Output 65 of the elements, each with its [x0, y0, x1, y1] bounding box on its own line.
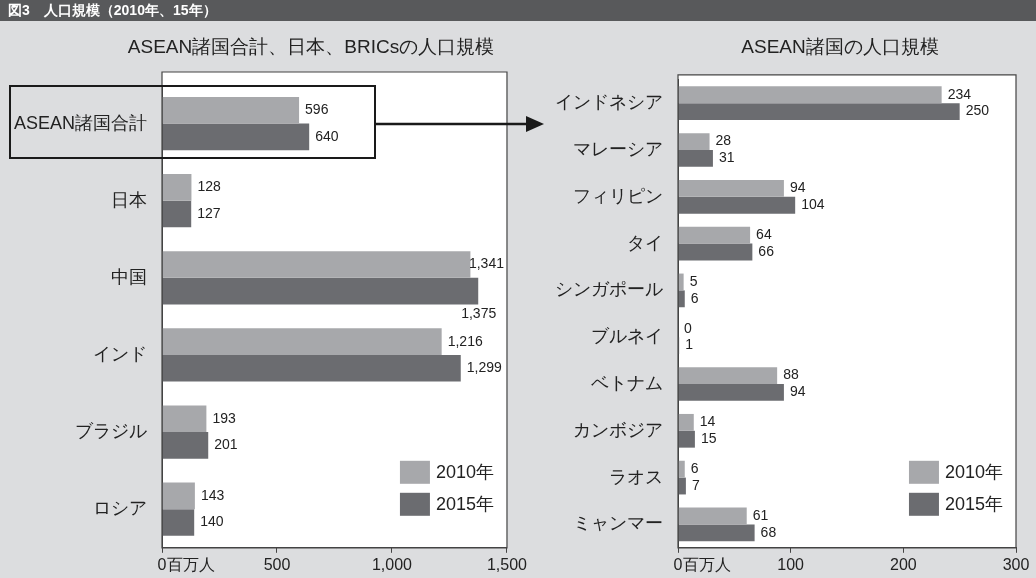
x-tick-label: 300 [1002, 555, 1030, 573]
y-tick-label: ブルネイ [591, 326, 663, 347]
data-label: 68 [760, 523, 777, 540]
x-axis-title: 百万人 [683, 555, 732, 573]
y-tick-label: 日本 [111, 189, 147, 210]
x-axis-title: 百万人 [167, 555, 216, 573]
legend-label: 2015年 [435, 494, 494, 515]
x-tick-label: 0 [157, 555, 167, 573]
chart-title: ASEAN諸国の人口規模 [741, 35, 939, 59]
y-tick-label: 中国 [111, 266, 147, 287]
data-label: 234 [947, 85, 972, 102]
data-label: 104 [801, 196, 825, 213]
y-tick-label: ベトナム [591, 372, 663, 393]
data-label: 250 [965, 102, 990, 119]
data-label: 640 [315, 127, 339, 144]
chart-title: ASEAN諸国合計、日本、BRICsの人口規模 [127, 35, 495, 59]
data-label: 596 [305, 101, 329, 118]
data-label: 128 [197, 178, 222, 195]
y-tick-label: ブラジル [75, 421, 147, 442]
y-tick-label: ラオス [609, 466, 663, 487]
y-tick-label: フィリピン [573, 185, 663, 206]
y-tick-label: マレーシア [573, 138, 663, 159]
data-label: 6 [690, 289, 699, 306]
data-label: 1,375 [461, 305, 497, 322]
data-label: 64 [756, 226, 772, 243]
data-label: 6 [690, 460, 699, 477]
data-label: 31 [718, 149, 735, 166]
data-label: 1,341 [468, 255, 505, 272]
x-tick-label: 100 [777, 555, 805, 573]
data-label: 15 [700, 430, 717, 447]
y-tick-label: ロシア [93, 498, 147, 519]
data-label: 61 [752, 506, 769, 523]
data-label: 140 [200, 513, 224, 530]
data-label: 1,216 [447, 332, 483, 349]
data-label: 143 [200, 486, 225, 503]
data-label: 94 [789, 179, 806, 196]
legend-label: 2010年 [944, 462, 1003, 483]
data-label: 127 [197, 204, 221, 221]
data-label: 94 [789, 383, 806, 400]
data-label: 28 [715, 132, 732, 149]
y-tick-label: シンガポール [555, 279, 663, 300]
data-label: 193 [212, 409, 236, 426]
data-label: 0 [684, 319, 692, 336]
x-tick-label: 1,500 [486, 555, 528, 573]
caption: 図3 人口規模（2010年、15年） [0, 0, 1036, 21]
legend-label: 2010年 [435, 462, 494, 483]
x-tick-label: 500 [263, 555, 291, 573]
y-tick-label: ミャンマー [573, 513, 663, 534]
y-tick-label: インドネシア [555, 92, 663, 113]
legend-label: 2015年 [944, 494, 1003, 515]
data-label: 66 [758, 242, 775, 259]
data-label: 1 [685, 336, 694, 353]
x-tick-label: 0 [673, 555, 683, 573]
data-label: 201 [214, 436, 238, 453]
x-tick-label: 200 [889, 555, 917, 573]
y-tick-label: タイ [627, 232, 663, 253]
y-tick-label: ASEAN諸国合計 [13, 112, 147, 133]
y-tick-label: インド [93, 343, 147, 364]
data-label: 1,299 [466, 359, 502, 376]
x-tick-label: 1,000 [371, 555, 413, 573]
data-label: 88 [783, 366, 799, 383]
y-tick-label: カンボジア [573, 419, 663, 440]
data-label: 5 [689, 272, 698, 289]
data-label: 7 [691, 476, 700, 493]
data-label: 14 [699, 413, 716, 430]
